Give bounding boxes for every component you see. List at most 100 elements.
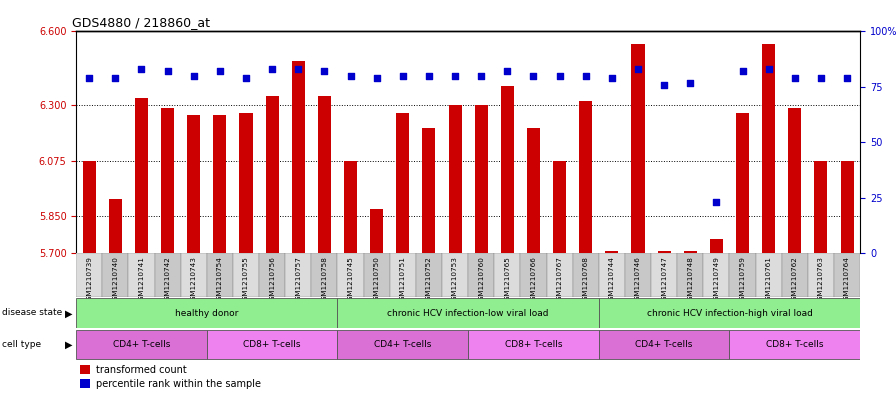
Bar (449, 105, 461, 253)
Bar (370, 209, 383, 253)
Bar (495, 253, 521, 297)
Text: GSM1210763: GSM1210763 (818, 255, 824, 305)
Point (343, 73, 358, 79)
Text: GSM1210760: GSM1210760 (478, 255, 484, 305)
Text: GSM1210754: GSM1210754 (217, 255, 223, 305)
Bar (285, 253, 312, 297)
Text: GSM1210766: GSM1210766 (530, 255, 537, 305)
Point (683, 79, 697, 86)
Bar (579, 101, 592, 253)
Point (526, 73, 540, 79)
Text: GSM1210756: GSM1210756 (269, 255, 275, 305)
Bar (364, 253, 390, 297)
Text: chronic HCV infection-low viral load: chronic HCV infection-low viral load (387, 309, 549, 318)
Point (500, 68, 514, 75)
Bar (755, 253, 781, 297)
Bar (729, 330, 860, 359)
Text: transformed count: transformed count (96, 365, 186, 375)
Bar (599, 299, 860, 327)
Bar (599, 253, 625, 297)
Bar (808, 253, 834, 297)
Point (553, 73, 567, 79)
Text: ▶: ▶ (65, 340, 72, 350)
Bar (207, 330, 338, 359)
Bar (501, 86, 514, 253)
Bar (632, 44, 644, 253)
Text: GSM1210751: GSM1210751 (400, 255, 406, 305)
Bar (161, 108, 174, 253)
Bar (469, 330, 599, 359)
Point (474, 73, 488, 79)
Text: CD4+ T-cells: CD4+ T-cells (375, 340, 432, 349)
Point (82, 75, 97, 81)
Bar (80, 380, 90, 389)
Bar (521, 253, 547, 297)
Text: GSM1210753: GSM1210753 (452, 255, 458, 305)
Point (814, 75, 828, 81)
Text: percentile rank within the sample: percentile rank within the sample (96, 379, 261, 389)
Point (657, 82, 671, 88)
Point (291, 66, 306, 72)
Bar (76, 253, 102, 297)
Bar (677, 253, 703, 297)
Text: GSM1210765: GSM1210765 (504, 255, 511, 305)
Text: GSM1210741: GSM1210741 (139, 255, 144, 305)
Text: CD8+ T-cells: CD8+ T-cells (504, 340, 563, 349)
Text: chronic HCV infection-high viral load: chronic HCV infection-high viral load (647, 309, 813, 318)
Bar (135, 98, 148, 253)
Point (605, 75, 619, 81)
Point (369, 75, 383, 81)
Bar (265, 95, 279, 253)
Point (134, 66, 149, 72)
Point (317, 68, 332, 75)
Bar (781, 253, 808, 297)
Bar (396, 113, 409, 253)
Bar (76, 299, 338, 327)
Bar (684, 251, 697, 253)
Point (448, 73, 462, 79)
Bar (102, 253, 128, 297)
Bar (416, 253, 442, 297)
Bar (318, 95, 331, 253)
Text: GSM1210748: GSM1210748 (687, 255, 694, 305)
Text: GSM1210768: GSM1210768 (582, 255, 589, 305)
Text: cell type: cell type (2, 340, 41, 349)
Text: healthy donor: healthy donor (175, 309, 238, 318)
Bar (338, 299, 599, 327)
Point (631, 66, 645, 72)
Text: GSM1210746: GSM1210746 (635, 255, 641, 305)
Text: GSM1210757: GSM1210757 (296, 255, 301, 305)
Bar (736, 113, 749, 253)
Text: CD4+ T-cells: CD4+ T-cells (635, 340, 693, 349)
Text: GSM1210745: GSM1210745 (348, 255, 354, 305)
Bar (606, 251, 618, 253)
Bar (710, 239, 723, 253)
Text: GSM1210761: GSM1210761 (766, 255, 771, 305)
Text: GSM1210750: GSM1210750 (374, 255, 380, 305)
Bar (233, 253, 259, 297)
Bar (703, 253, 729, 297)
Bar (573, 253, 599, 297)
Bar (840, 161, 854, 253)
Text: GSM1210743: GSM1210743 (191, 255, 197, 305)
Bar (292, 61, 305, 253)
Bar (207, 253, 233, 297)
Text: CD8+ T-cells: CD8+ T-cells (244, 340, 301, 349)
Point (160, 68, 175, 75)
Bar (729, 253, 755, 297)
Point (212, 68, 227, 75)
Bar (390, 253, 416, 297)
Bar (338, 330, 469, 359)
Text: GSM1210749: GSM1210749 (713, 255, 719, 305)
Point (840, 75, 854, 81)
Bar (762, 44, 775, 253)
Text: GSM1210755: GSM1210755 (243, 255, 249, 305)
Text: GSM1210764: GSM1210764 (844, 255, 850, 305)
Text: GSM1210752: GSM1210752 (426, 255, 432, 305)
Bar (82, 161, 96, 253)
Point (579, 73, 593, 79)
Bar (547, 253, 573, 297)
Point (736, 68, 750, 75)
Bar (108, 199, 122, 253)
Text: GSM1210740: GSM1210740 (112, 255, 118, 305)
